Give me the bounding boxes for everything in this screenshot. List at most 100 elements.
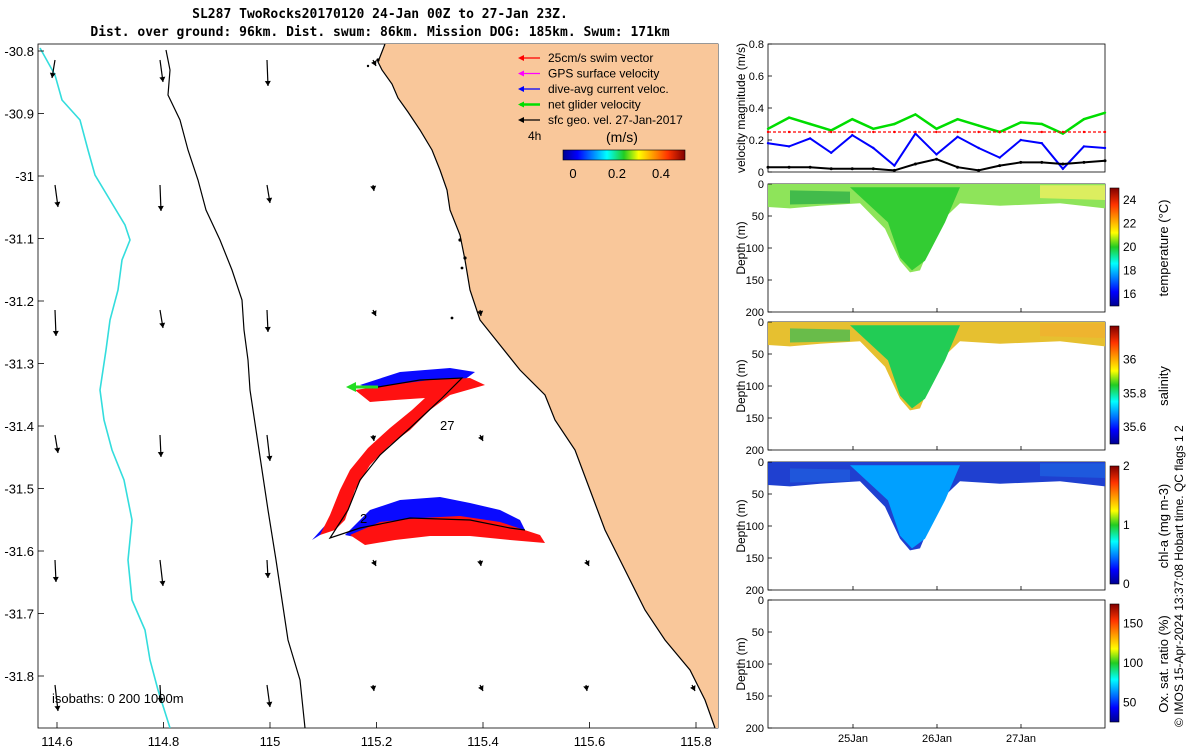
colorbar-tick-label: 16: [1123, 287, 1137, 301]
map-colorbar-label: (m/s): [606, 129, 638, 145]
velocity-panel: 0 0.2 0.4 0.6 0.8 velocity magnitude (m/s): [734, 39, 1107, 179]
velocity-point: [851, 134, 854, 137]
figure-title-line2: Dist. over ground: 96km. Dist. swum: 86k…: [90, 25, 670, 40]
depth-ylabel: Depth (m): [734, 359, 748, 412]
velocity-point: [1061, 167, 1065, 170]
colorbar-tick-label: 35.6: [1123, 420, 1147, 434]
map-colorbar: [562, 149, 686, 161]
map-x-tick-label: 115.2: [361, 734, 393, 749]
velocity-point: [872, 127, 875, 130]
velocity-point: [913, 162, 917, 166]
glider-path: [328, 377, 526, 540]
credit-text: © IMOS 15-Apr-2024 13:37:08 Hobart time.…: [1172, 425, 1186, 727]
map-axes: 114.6 114.8 115 115.2 115.4 115.6 115.8 -30.8 -3…: [4, 44, 711, 749]
velocity-point: [787, 165, 791, 169]
geo-velocity-arrow: [266, 684, 273, 708]
colorbar-tick-label: 50: [1123, 695, 1137, 709]
section-panel-oxygen-saturation: 0 50 100 150 200 Depth (m) 50 100 150 Ox. sat. ra…: [734, 595, 1171, 735]
velocity-point: [787, 145, 791, 148]
section-patch: [790, 468, 850, 483]
map-y-tick-label: -31.8: [4, 669, 34, 684]
section-core: [850, 325, 960, 409]
depth-tick-label: 200: [746, 585, 764, 597]
geo-velocity-arrow: [266, 184, 273, 204]
colorbar: [1109, 603, 1120, 723]
map-x-tick-label: 115.6: [574, 734, 606, 749]
geo-velocity-arrow: [371, 559, 377, 567]
isobath-1000m: [39, 47, 171, 728]
map-y-tick-label: -30.9: [4, 107, 34, 122]
colorbar: [1109, 465, 1120, 585]
velocity-point: [1040, 122, 1044, 126]
isobath-200m: [165, 49, 306, 728]
map-x-tick-label: 115: [260, 734, 281, 749]
map-y-tick-label: -31.6: [4, 544, 34, 559]
geo-velocity-arrow: [266, 434, 273, 462]
track-label-27: 27: [440, 418, 454, 433]
figure-title-line1: SL287 TwoRocks20170120 24-Jan 00Z to 27-…: [192, 7, 568, 22]
velocity-point: [766, 142, 770, 145]
section-patch: [1040, 323, 1105, 338]
velocity-point: [998, 130, 1001, 134]
geo-velocity-arrow: [52, 559, 59, 583]
velocity-point: [977, 124, 980, 127]
velocity-point: [808, 122, 812, 126]
velocity-point: [808, 137, 812, 140]
depth-tick-label: 0: [758, 179, 764, 191]
depth-tick-label: 50: [752, 211, 764, 223]
velocity-point: [998, 156, 1001, 159]
depth-tick-label: 50: [752, 349, 764, 361]
colorbar-tick-label: 24: [1123, 193, 1137, 207]
section-panel-salinity: 0 50 100 150 200 Depth (m) 35.6 35.8 36 salinity: [734, 317, 1171, 457]
depth-tick-label: 200: [746, 307, 764, 319]
velocity-point: [872, 146, 875, 150]
depth-tick-label: 50: [752, 627, 764, 639]
velocity-point: [787, 116, 791, 119]
map-y-tick-label: -31.2: [4, 294, 34, 309]
geo-velocity-arrow: [370, 184, 377, 192]
legend-item: 25cm/s swim vector: [518, 51, 653, 65]
geo-velocity-arrow: [370, 434, 377, 442]
velocity-point: [1103, 146, 1107, 150]
velocity-point: [766, 127, 770, 130]
depth-tick-label: 150: [746, 275, 764, 287]
velocity-point: [977, 146, 980, 150]
geo-velocity-arrow: [264, 309, 271, 333]
depth-ylabel: Depth (m): [734, 637, 748, 690]
velocity-point: [871, 167, 875, 171]
velocity-y-tick-label: 0: [758, 167, 764, 179]
colorbar-tick-label: 100: [1123, 656, 1143, 670]
velocity-y-tick-label: 0.8: [749, 39, 764, 51]
depth-tick-label: 100: [746, 381, 764, 393]
velocity-point: [1082, 160, 1086, 164]
velocity-point: [1019, 160, 1023, 164]
velocity-y-tick-label: 0.4: [749, 103, 764, 115]
map-x-tick-label: 114.6: [41, 734, 73, 749]
depth-tick-label: 100: [746, 659, 764, 671]
glider-track: [312, 368, 545, 545]
legend-item: sfc geo. vel. 27-Jan-2017: [518, 113, 683, 127]
section-patch: [1040, 185, 1105, 200]
velocity-point: [829, 151, 833, 154]
geo-velocity-arrow: [157, 684, 164, 704]
map-y-tick-label: -31.7: [4, 607, 34, 622]
geo-velocity-arrow: [371, 309, 377, 317]
velocity-point: [808, 165, 812, 169]
velocity-point: [851, 118, 854, 121]
colorbar-tick-label: 0: [1123, 577, 1130, 591]
geo-velocity-arrow: [478, 684, 484, 692]
section-frame: [767, 599, 1106, 729]
velocity-point: [956, 130, 959, 134]
colorbar-tick-label: 18: [1123, 264, 1137, 278]
depth-tick-label: 100: [746, 243, 764, 255]
legend-label: sfc geo. vel. 27-Jan-2017: [548, 113, 683, 127]
velocity-ylabel: velocity magnitude (m/s): [734, 43, 748, 173]
velocity-point: [1019, 130, 1022, 134]
velocity-point: [893, 130, 896, 134]
legend-item: GPS surface velocity: [518, 67, 659, 81]
velocity-point: [1061, 162, 1065, 166]
velocity-point: [829, 130, 833, 134]
colorbar-tick-label: 1: [1123, 518, 1130, 532]
geo-velocity-arrow: [477, 309, 484, 317]
